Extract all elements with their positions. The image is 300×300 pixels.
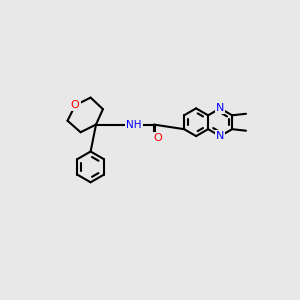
Text: N: N	[216, 103, 224, 113]
Text: NH: NH	[126, 119, 142, 130]
Text: O: O	[71, 100, 80, 110]
Text: O: O	[153, 133, 162, 142]
Text: N: N	[216, 131, 224, 141]
